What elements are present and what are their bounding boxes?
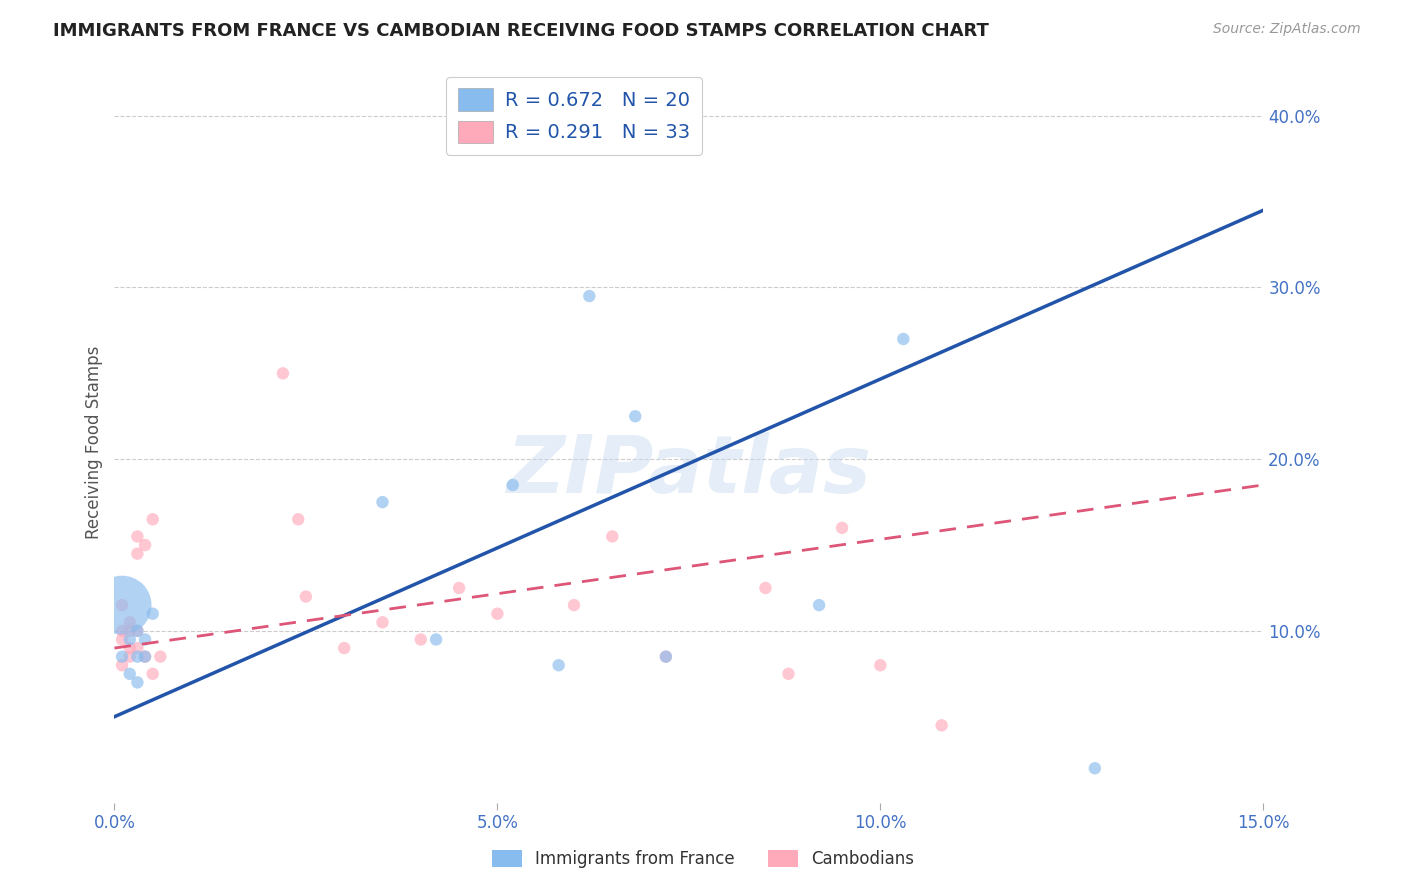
Point xyxy=(869,658,891,673)
Point xyxy=(778,666,800,681)
Point xyxy=(295,590,318,604)
Point xyxy=(111,632,134,647)
Point xyxy=(371,495,394,509)
Point xyxy=(449,581,471,595)
Point xyxy=(118,641,141,656)
Point xyxy=(808,598,831,612)
Point xyxy=(1084,761,1107,775)
Point xyxy=(118,632,141,647)
Point xyxy=(502,478,524,492)
Point xyxy=(142,666,165,681)
Legend: Immigrants from France, Cambodians: Immigrants from France, Cambodians xyxy=(485,843,921,875)
Point xyxy=(931,718,953,732)
Point xyxy=(655,649,678,664)
Point xyxy=(118,649,141,664)
Point xyxy=(486,607,509,621)
Point xyxy=(333,641,356,656)
Point xyxy=(409,632,432,647)
Point xyxy=(142,607,165,621)
Point xyxy=(118,624,141,638)
Point xyxy=(118,615,141,630)
Point xyxy=(371,615,394,630)
Point xyxy=(127,624,149,638)
Text: Source: ZipAtlas.com: Source: ZipAtlas.com xyxy=(1213,22,1361,37)
Point xyxy=(624,409,647,424)
Point xyxy=(111,649,134,664)
Point xyxy=(134,632,156,647)
Point xyxy=(271,367,294,381)
Point xyxy=(111,598,134,612)
Point xyxy=(600,529,623,543)
Point xyxy=(547,658,569,673)
Legend: R = 0.672   N = 20, R = 0.291   N = 33: R = 0.672 N = 20, R = 0.291 N = 33 xyxy=(447,77,702,154)
Text: IMMIGRANTS FROM FRANCE VS CAMBODIAN RECEIVING FOOD STAMPS CORRELATION CHART: IMMIGRANTS FROM FRANCE VS CAMBODIAN RECE… xyxy=(53,22,990,40)
Point xyxy=(134,649,156,664)
Point xyxy=(562,598,585,612)
Point xyxy=(134,538,156,552)
Point xyxy=(425,632,447,647)
Text: ZIPatlas: ZIPatlas xyxy=(506,432,872,510)
Point xyxy=(118,666,141,681)
Point xyxy=(831,521,853,535)
Point xyxy=(127,547,149,561)
Point xyxy=(111,658,134,673)
Point xyxy=(754,581,776,595)
Point xyxy=(127,624,149,638)
Point xyxy=(127,649,149,664)
Point xyxy=(127,529,149,543)
Point xyxy=(655,649,678,664)
Point xyxy=(578,289,600,303)
Y-axis label: Receiving Food Stamps: Receiving Food Stamps xyxy=(86,345,103,539)
Point xyxy=(149,649,172,664)
Point xyxy=(142,512,165,526)
Point xyxy=(111,624,134,638)
Point xyxy=(287,512,309,526)
Point xyxy=(134,649,156,664)
Point xyxy=(111,598,134,612)
Point xyxy=(127,675,149,690)
Point xyxy=(127,641,149,656)
Point xyxy=(891,332,914,346)
